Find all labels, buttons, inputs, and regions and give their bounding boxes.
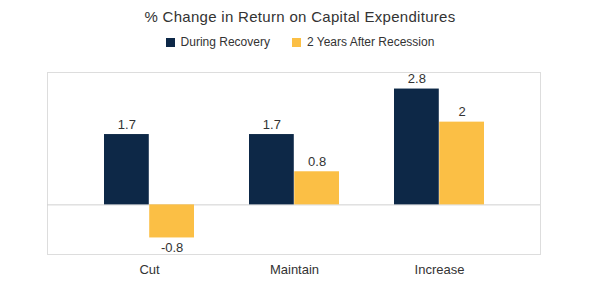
- svg-text:Cut: Cut: [139, 262, 160, 277]
- svg-text:Maintain: Maintain: [270, 262, 319, 277]
- svg-text:2: 2: [458, 104, 465, 119]
- svg-text:Increase: Increase: [415, 262, 465, 277]
- html-text:During Recovery: During Recovery: [180, 35, 270, 49]
- svg-text:-0.8: -0.8: [161, 240, 183, 255]
- svg-text:1.7: 1.7: [263, 117, 281, 132]
- html-text:% Change in Return on Capital: % Change in Return on Capital Expenditur…: [144, 8, 456, 25]
- svg-text:0.8: 0.8: [308, 154, 326, 169]
- svg-text:2.8: 2.8: [408, 71, 426, 86]
- html-text:2 Years After Recession: 2 Years After Recession: [307, 35, 435, 49]
- svg-text:1.7: 1.7: [118, 117, 136, 132]
